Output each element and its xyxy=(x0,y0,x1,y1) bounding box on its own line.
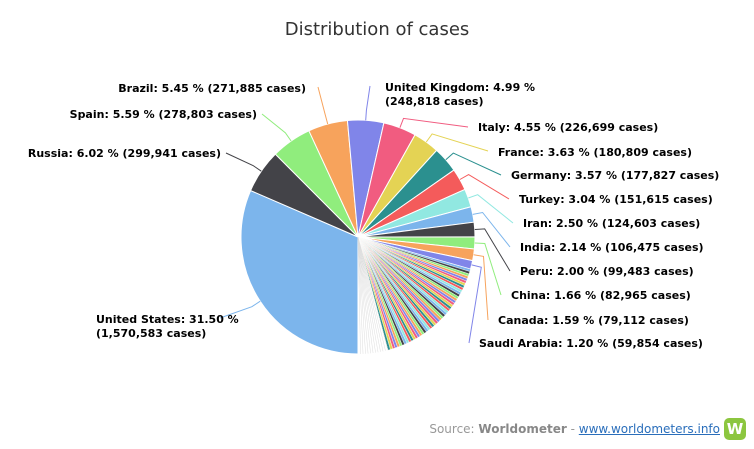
connector-peru xyxy=(474,228,511,272)
worldometer-logo-icon: W xyxy=(724,418,746,440)
pie-slices xyxy=(240,119,476,355)
source-separator: - xyxy=(570,422,575,436)
label-germany: Germany: 3.57 % (177,827 cases) xyxy=(511,169,719,182)
label-china: China: 1.66 % (82,965 cases) xyxy=(511,289,691,302)
connector-india xyxy=(472,211,511,248)
chart-title: Distribution of cases xyxy=(285,19,470,40)
label-spain: Spain: 5.59 % (278,803 cases) xyxy=(70,108,257,121)
source-credit: Source: Worldometer - www.worldometers.i… xyxy=(429,422,720,436)
slice-divider xyxy=(357,236,384,352)
slice-divider xyxy=(357,236,379,353)
slice-divider xyxy=(357,236,369,354)
label-united-kingdom: United Kingdom: 4.99 % xyxy=(385,81,535,94)
slice-divider xyxy=(357,236,389,351)
label-united-kingdom-cases: (248,818 cases) xyxy=(385,95,483,108)
connector-spain xyxy=(261,113,292,142)
slice-divider xyxy=(357,236,386,351)
label-india: India: 2.14 % (106,475 cases) xyxy=(520,241,704,254)
label-peru: Peru: 2.00 % (99,483 cases) xyxy=(520,265,694,278)
slice-divider xyxy=(357,236,366,354)
connector-iran xyxy=(468,194,514,224)
connector-turkey xyxy=(459,174,510,200)
connector-china xyxy=(474,242,502,296)
slice-divider xyxy=(357,236,371,354)
connector-united-kingdom xyxy=(365,85,371,121)
label-saudi-arabia: Saudi Arabia: 1.20 % (59,854 cases) xyxy=(479,337,703,350)
source-name: Worldometer xyxy=(478,422,567,436)
connector-canada xyxy=(473,254,489,321)
connector-saudi-arabia xyxy=(468,264,482,344)
connector-germany xyxy=(445,152,502,176)
slice-divider xyxy=(357,236,361,354)
label-iran: Iran: 2.50 % (124,603 cases) xyxy=(523,217,700,230)
label-united-states-cases: (1,570,583 cases) xyxy=(96,327,206,340)
source-prefix: Source: xyxy=(429,422,475,436)
label-connectors xyxy=(219,85,514,344)
slice-divider xyxy=(357,236,374,354)
connector-brazil xyxy=(317,86,329,125)
slice-divider xyxy=(357,236,381,352)
slice-divider xyxy=(357,236,364,354)
label-france: France: 3.63 % (180,809 cases) xyxy=(498,146,692,159)
source-link[interactable]: www.worldometers.info xyxy=(578,422,720,436)
label-russia: Russia: 6.02 % (299,941 cases) xyxy=(28,147,221,160)
label-united-states: United States: 31.50 % xyxy=(96,313,239,326)
connector-united-states xyxy=(219,300,261,319)
label-brazil: Brazil: 5.45 % (271,885 cases) xyxy=(118,82,306,95)
label-italy: Italy: 4.55 % (226,699 cases) xyxy=(478,121,658,134)
label-turkey: Turkey: 3.04 % (151,615 cases) xyxy=(519,193,713,206)
connector-italy xyxy=(399,117,469,128)
data-labels: United States: 31.50 %(1,570,583 cases) R… xyxy=(28,81,719,350)
slice-divider xyxy=(357,236,376,353)
label-canada: Canada: 1.59 % (79,112 cases) xyxy=(498,314,689,327)
connector-russia xyxy=(225,152,262,172)
connector-france xyxy=(425,133,489,152)
